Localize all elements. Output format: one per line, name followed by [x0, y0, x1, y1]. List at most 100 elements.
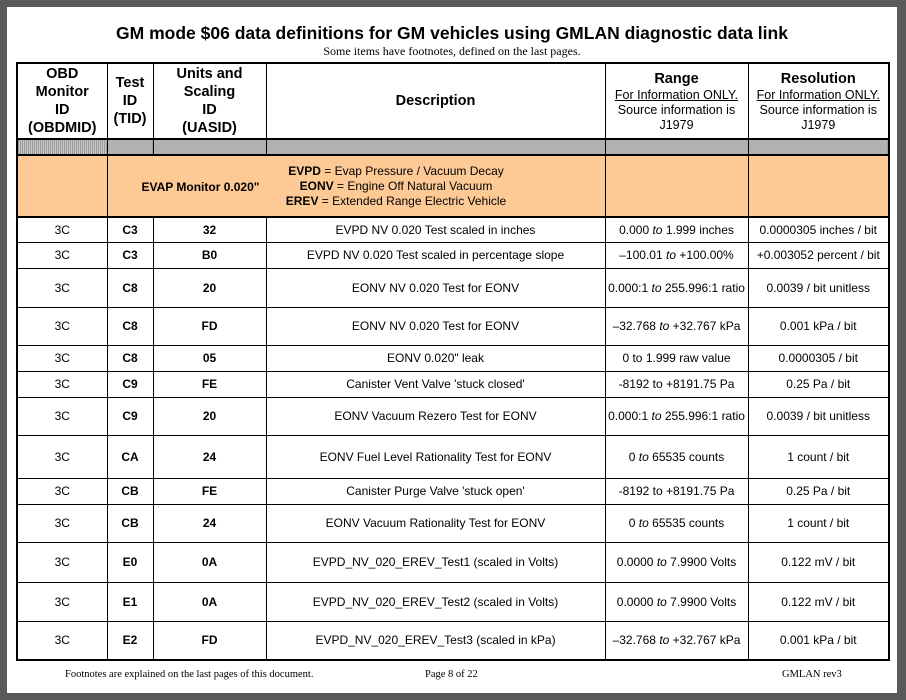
range-cell: -8192 to +8191.75 Pa — [604, 370, 749, 398]
obdmid-cell: 3C — [16, 434, 108, 479]
table-row: 3C C8 FD EONV NV 0.020 Test for EONV –32.768… — [16, 306, 890, 346]
description-cell: EONV NV 0.020 Test for EONV — [265, 267, 606, 308]
page-title: GM mode $06 data definitions for GM vehi… — [116, 23, 788, 43]
description-cell: EVPD_NV_020_EREV_Test2 (scaled in Volts) — [265, 581, 606, 622]
page-subtitle: Some items have footnotes, defined on th… — [323, 44, 581, 58]
resolution-cell: 0.25 Pa / bit — [747, 477, 890, 505]
range-cell: 0.0000 to 7.9900 Volts — [604, 541, 749, 583]
mode06-table: OBD Monitor ID (OBDMID) Test ID (TID) Units a… — [16, 62, 890, 661]
range-cell: -8192 to +8191.75 Pa — [604, 477, 749, 505]
tid-cell: C3 — [106, 216, 154, 243]
tid-cell: E0 — [106, 541, 154, 583]
uasid-cell: B0 — [152, 241, 267, 269]
uasid-cell: FD — [152, 306, 267, 346]
uasid-cell: 24 — [152, 503, 267, 543]
footer-page-number: Page 8 of 22 — [425, 669, 478, 680]
uasid-cell: 20 — [152, 267, 267, 308]
uasid-cell: 05 — [152, 344, 267, 372]
tid-cell: C3 — [106, 241, 154, 269]
header-range: Range For Information ONLY. Source informa… — [604, 62, 749, 140]
description-cell: EVPD NV 0.020 Test scaled in percentage … — [265, 241, 606, 269]
resolution-cell: 1 count / bit — [747, 434, 890, 479]
obdmid-cell: 3C — [16, 241, 108, 269]
obdmid-cell: 3C — [16, 370, 108, 398]
obdmid-cell: 3C — [16, 344, 108, 372]
section-label: EVAP Monitor 0.020" — [141, 180, 260, 194]
uasid-cell: FE — [152, 477, 267, 505]
table-row: 3C E1 0A EVPD_NV_020_EREV_Test2 (scaled in … — [16, 581, 890, 622]
table-row: 3C C8 05 EONV 0.020" leak 0 to 1.999 raw val… — [16, 344, 890, 372]
uasid-cell: FE — [152, 370, 267, 398]
document-page: GM mode $06 data definitions for GM vehi… — [7, 7, 897, 693]
footer-revision: GMLAN rev3 — [782, 669, 842, 680]
uasid-cell: 0A — [152, 541, 267, 583]
resolution-cell: 0.0000305 inches / bit — [747, 216, 890, 243]
tid-cell: CB — [106, 477, 154, 505]
obdmid-cell: 3C — [16, 581, 108, 622]
resolution-cell: 0.122 mV / bit — [747, 581, 890, 622]
header-description: Description — [265, 62, 606, 140]
resolution-cell: 0.0039 / bit unitless — [747, 267, 890, 308]
obdmid-cell: 3C — [16, 541, 108, 583]
description-cell: EVPD_NV_020_EREV_Test1 (scaled in Volts) — [265, 541, 606, 583]
table-row: 3C E2 FD EVPD_NV_020_EREV_Test3 (scaled in … — [16, 620, 890, 660]
resolution-cell: 0.001 kPa / bit — [747, 306, 890, 346]
range-cell: 0 to 65535 counts — [604, 503, 749, 543]
range-cell: 0 to 1.999 raw value — [604, 344, 749, 372]
obdmid-cell: 3C — [16, 267, 108, 308]
range-cell: –100.01 to +100.00% — [604, 241, 749, 269]
tid-cell: E2 — [106, 620, 154, 660]
description-cell: EVPD_NV_020_EREV_Test3 (scaled in kPa) — [265, 620, 606, 660]
tid-cell: C8 — [106, 267, 154, 308]
resolution-cell: 0.0039 / bit unitless — [747, 396, 890, 436]
range-cell: 0.000 to 1.999 inches — [604, 216, 749, 243]
description-cell: Canister Vent Valve 'stuck closed' — [265, 370, 606, 398]
tid-cell: CA — [106, 434, 154, 479]
range-cell: 0 to 65535 counts — [604, 434, 749, 479]
uasid-cell: 20 — [152, 396, 267, 436]
table-row: 3C C8 20 EONV NV 0.020 Test for EONV 0.000:1… — [16, 267, 890, 308]
tid-cell: C8 — [106, 306, 154, 346]
section-header-evap: EVAP Monitor 0.020" EVPD = Evap Pressure… — [16, 154, 890, 218]
uasid-cell: 24 — [152, 434, 267, 479]
tid-cell: E1 — [106, 581, 154, 622]
table-row: 3C E0 0A EVPD_NV_020_EREV_Test1 (scaled in … — [16, 541, 890, 583]
description-cell: EONV NV 0.020 Test for EONV — [265, 306, 606, 346]
table-row: 3C C3 B0 EVPD NV 0.020 Test scaled in perce… — [16, 241, 890, 269]
resolution-cell: 1 count / bit — [747, 503, 890, 543]
description-cell: EONV 0.020" leak — [265, 344, 606, 372]
table-row: 3C C9 FE Canister Vent Valve 'stuck closed'… — [16, 370, 890, 398]
range-cell: 0.0000 to 7.9900 Volts — [604, 581, 749, 622]
uasid-cell: 0A — [152, 581, 267, 622]
obdmid-cell: 3C — [16, 396, 108, 436]
header-tid: Test ID (TID) — [106, 62, 154, 140]
resolution-cell: 0.122 mV / bit — [747, 541, 890, 583]
obdmid-cell: 3C — [16, 216, 108, 243]
obdmid-cell: 3C — [16, 620, 108, 660]
range-cell: –32.768 to +32.767 kPa — [604, 306, 749, 346]
uasid-cell: 32 — [152, 216, 267, 243]
header-resolution: Resolution For Information ONLY. Source in… — [747, 62, 890, 140]
resolution-cell: 0.0000305 / bit — [747, 344, 890, 372]
table-row: 3C C9 20 EONV Vacuum Rezero Test for EONV 0.… — [16, 396, 890, 436]
tid-cell: C9 — [106, 396, 154, 436]
description-cell: EONV Vacuum Rezero Test for EONV — [265, 396, 606, 436]
description-cell: EONV Vacuum Rationality Test for EONV — [265, 503, 606, 543]
range-cell: –32.768 to +32.767 kPa — [604, 620, 749, 660]
table-row: 3C C3 32 EVPD NV 0.020 Test scaled in inche… — [16, 216, 890, 243]
table-row: 3C CB FE Canister Purge Valve 'stuck open' -… — [16, 477, 890, 505]
table-row: 3C CA 24 EONV Fuel Level Rationality Test f… — [16, 434, 890, 479]
tid-cell: C9 — [106, 370, 154, 398]
description-cell: Canister Purge Valve 'stuck open' — [265, 477, 606, 505]
range-cell: 0.000:1 to 255.996:1 ratio — [604, 396, 749, 436]
header-uasid: Units and Scaling ID (UASID) — [152, 62, 267, 140]
footer-note: Footnotes are explained on the last page… — [65, 669, 314, 680]
range-cell: 0.000:1 to 255.996:1 ratio — [604, 267, 749, 308]
resolution-cell: 0.001 kPa / bit — [747, 620, 890, 660]
table-row: 3C CB 24 EONV Vacuum Rationality Test for E… — [16, 503, 890, 543]
tid-cell: CB — [106, 503, 154, 543]
header-obdmid: OBD Monitor ID (OBDMID) — [16, 62, 108, 140]
obdmid-cell: 3C — [16, 306, 108, 346]
tid-cell: C8 — [106, 344, 154, 372]
resolution-cell: +0.003052 percent / bit — [747, 241, 890, 269]
